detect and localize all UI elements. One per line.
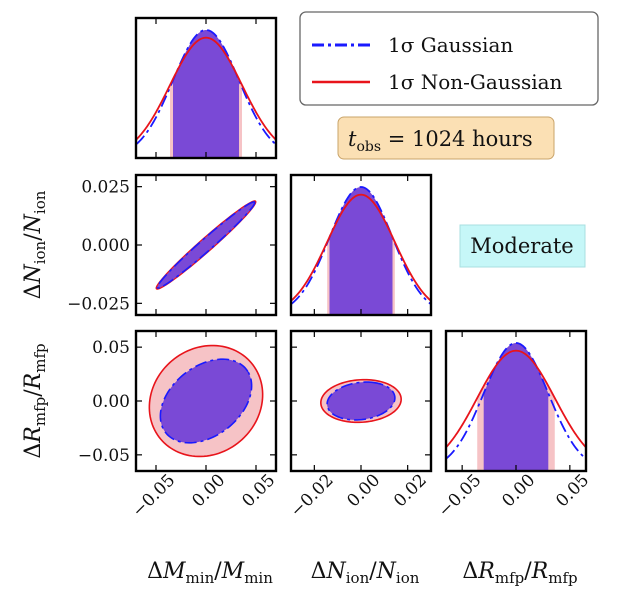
x-axis-label-1: ΔNion/Nion [311,559,420,587]
y-tick-label-1-0: −0.025 [67,294,130,314]
y-tick-label-2-2: 0.05 [92,338,130,358]
legend: 1σ Gaussian 1σ Non-Gaussian [299,11,599,106]
x-tick-label-0-0: −0.05 [128,470,179,521]
marginal-curve-1-series-1 [291,193,431,302]
x-tick-label-1-2: 0.02 [390,470,431,511]
joint-panel-2-1 [320,378,402,424]
x-tick-label-0-1: 0.00 [188,470,229,511]
observation-time-box [337,116,555,160]
observation-time-value: = 1024 hours [381,127,533,151]
observation-time-symbol: t [348,127,357,151]
marginal-curve-0-series-0 [136,29,276,146]
contour-gaussian-2-1 [326,381,396,421]
y-tick-label-1-2: 0.025 [81,178,130,198]
x-tick-label-2-0: −0.05 [434,470,485,521]
legend-label-gaussian: 1σ Gaussian [388,33,513,57]
x-tick-label-0-2: 0.05 [238,470,279,511]
x-tick-label-1-0: −0.02 [287,470,338,521]
marginal-curve-1-series-0 [291,186,431,305]
marginal-panel-0 [136,29,276,158]
y-axis-label-1: ΔNion/Nion [21,190,49,299]
observation-time-annotation: tobs = 1024 hours [337,116,555,160]
corner-panels [134,16,588,473]
scenario-box [459,224,586,268]
marginal-curve-2-series-1 [446,349,586,449]
scenario-annotation: Moderate [459,224,586,268]
contour-gaussian-1-0 [156,201,256,289]
observation-time-subscript: obs [356,139,381,155]
marginal-fill-1-series-0 [329,187,393,315]
x-axis-label-2: ΔRmfp/Rmfp [462,559,577,587]
y-axis-label-2: ΔRmfp/Rmfp [21,343,49,458]
observation-time-text: tobs = 1024 hours [348,127,533,155]
legend-frame [299,11,599,106]
marginal-panel-2 [446,342,586,471]
marginal-fill-0-series-0 [173,30,239,158]
x-tick-label-1-1: 0.00 [343,470,384,511]
marginal-curve-0-series-1 [136,36,276,141]
marginal-panel-1 [291,186,431,315]
marginal-fill-2-series-0 [483,343,549,471]
y-tick-label-2-1: 0.00 [92,392,130,412]
contour-gaussian-2-0 [159,358,253,444]
axis-labels: ΔMmin/Mmin ΔNion/Nion ΔRmfp/Rmfp ΔNion/Nion… [21,190,578,587]
x-tick-label-2-2: 0.05 [552,470,593,511]
y-tick-label-1-1: 0.000 [81,236,130,256]
legend-label-non-gaussian: 1σ Non-Gaussian [388,70,563,94]
joint-panel-2-0 [148,344,264,458]
y-tick-label-2-0: −0.05 [78,446,130,466]
scenario-text: Moderate [470,234,573,258]
x-axis-label-0: ΔMmin/Mmin [147,559,273,587]
joint-panel-1-0 [155,200,257,290]
marginal-curve-2-series-0 [446,342,586,460]
x-tick-label-2-1: 0.00 [498,470,539,511]
